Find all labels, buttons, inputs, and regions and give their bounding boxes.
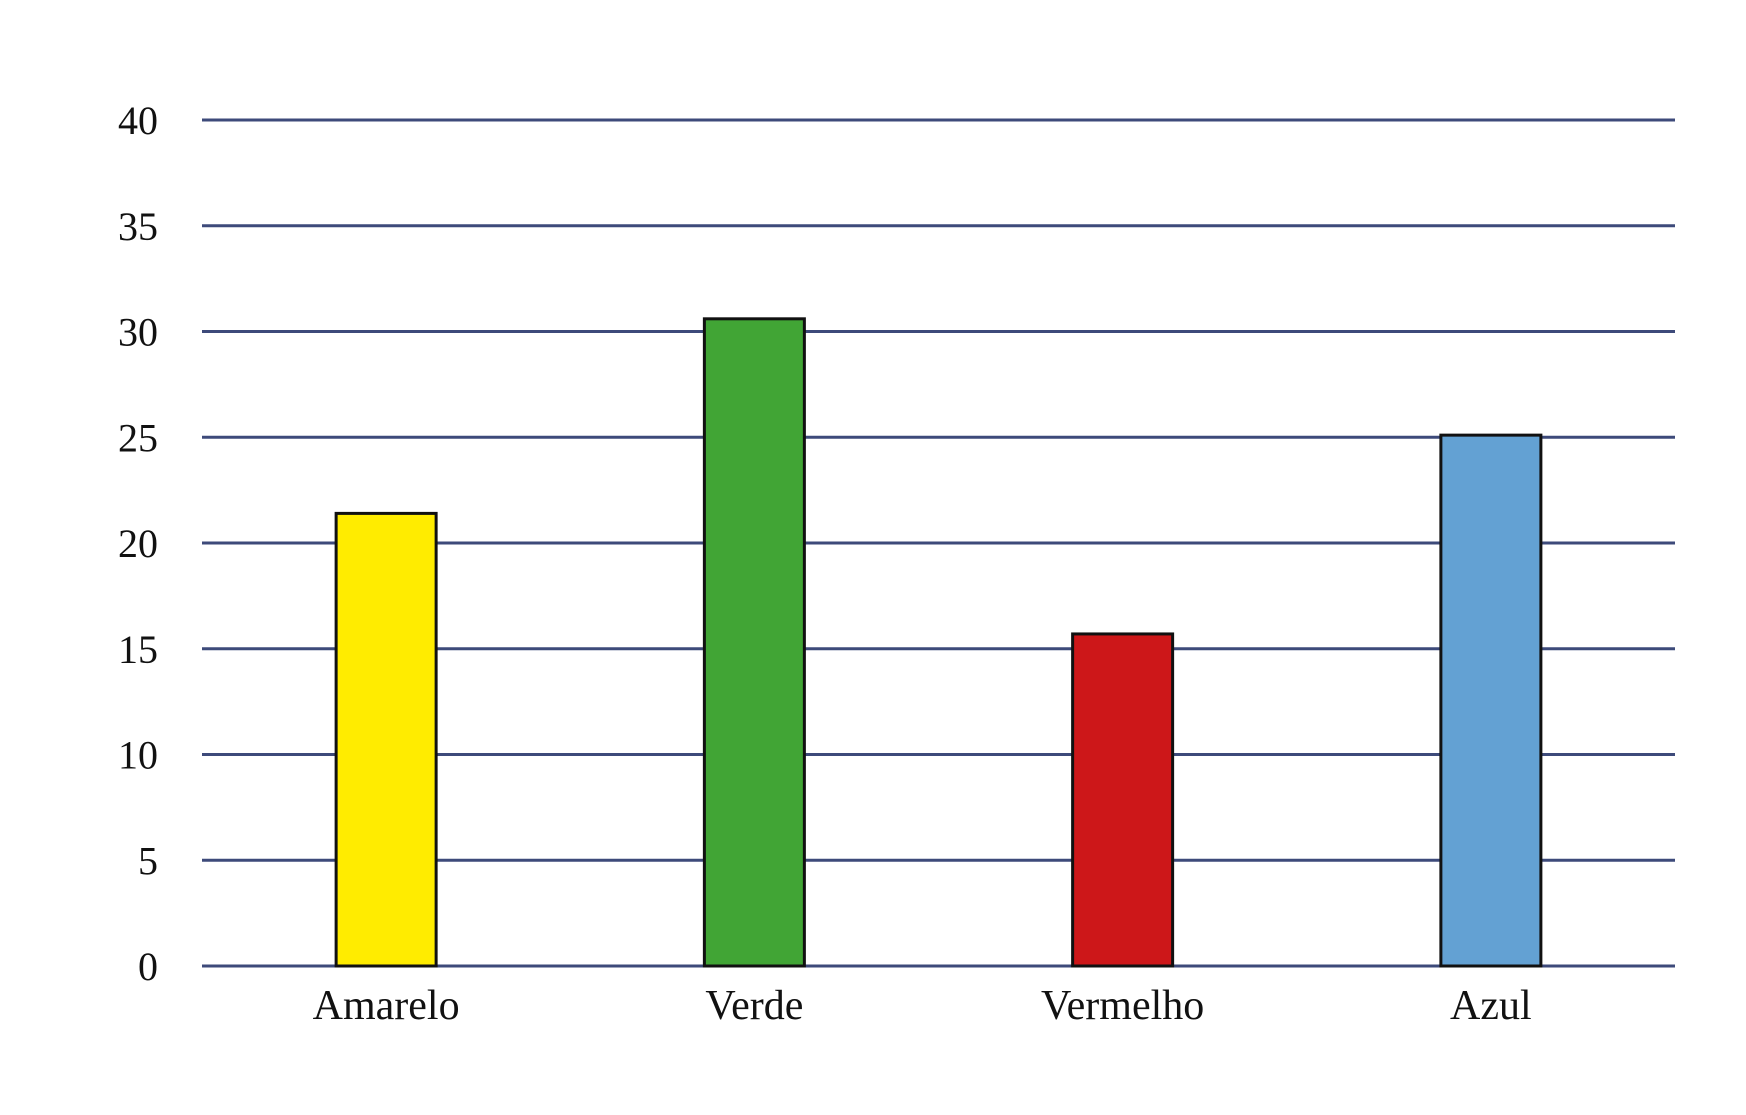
- y-tick-label: 20: [118, 521, 158, 566]
- x-category-label: Verde: [705, 983, 803, 1029]
- x-category-label: Vermelho: [1041, 983, 1204, 1029]
- y-tick-label: 5: [138, 838, 158, 883]
- y-tick-label: 25: [118, 415, 158, 460]
- bar-vermelho: [1071, 632, 1175, 968]
- y-tick-label: 10: [118, 733, 158, 778]
- bar-azul: [1439, 433, 1543, 968]
- bar-amarelo: [334, 511, 438, 968]
- x-category-label: Amarelo: [313, 983, 460, 1029]
- bar-verde: [702, 317, 806, 968]
- y-tick-label: 40: [118, 98, 158, 143]
- grid-lines: [202, 118, 1675, 968]
- x-category-label: Azul: [1450, 983, 1532, 1029]
- y-tick-label: 30: [118, 310, 158, 355]
- y-tick-label: 35: [118, 204, 158, 249]
- y-tick-label: 0: [138, 944, 158, 989]
- y-axis-tick-labels: 0 5 10 15 20 25 30 35 40: [118, 98, 158, 989]
- x-axis-category-labels: Amarelo Verde Vermelho Azul: [313, 983, 1532, 1029]
- y-tick-label: 15: [118, 627, 158, 672]
- bars: [334, 317, 1543, 968]
